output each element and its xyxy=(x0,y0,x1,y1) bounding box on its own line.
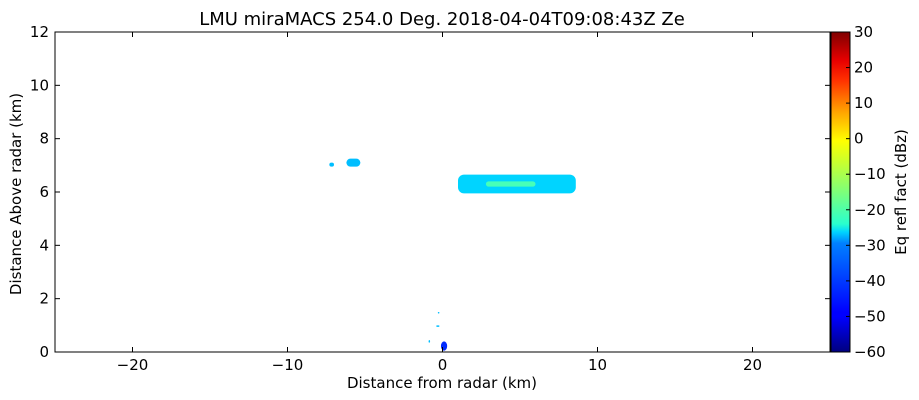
y-tick-label: 2 xyxy=(39,290,49,308)
y-tick-label: 8 xyxy=(39,130,49,148)
colorbar-tick-label: −40 xyxy=(854,272,886,290)
y-axis-ticks: 0 2 4 6 8 10 12 xyxy=(30,23,830,361)
y-tick-label: 6 xyxy=(39,183,49,201)
y-tick-label: 0 xyxy=(39,343,49,361)
echo-region xyxy=(485,181,536,187)
x-tick-label: −20 xyxy=(117,356,149,374)
colorbar-tick-label: 0 xyxy=(854,130,864,148)
plot-frame xyxy=(54,31,831,353)
echo-layer xyxy=(329,158,576,351)
y-tick-label: 12 xyxy=(30,23,49,41)
x-axis-ticks: −20 −10 0 10 20 xyxy=(117,32,762,374)
x-tick-label: −10 xyxy=(272,356,304,374)
echo-region xyxy=(428,340,431,343)
y-tick-label: 4 xyxy=(39,236,49,254)
x-tick-label: 0 xyxy=(438,356,448,374)
colorbar-tick-label: −60 xyxy=(854,343,886,361)
x-tick-label: 20 xyxy=(743,356,762,374)
colorbar-tick-label: −20 xyxy=(854,201,886,219)
echo-region xyxy=(436,325,440,327)
colorbar-tick-label: −30 xyxy=(854,236,886,254)
x-tick-label: 10 xyxy=(588,356,607,374)
y-axis-label: Distance Above radar (km) xyxy=(7,93,25,295)
colorbar-tick-label: −50 xyxy=(854,307,886,325)
plot-area: −20 −10 0 10 20 0 2 4 6 8 10 12 xyxy=(30,23,831,374)
echo-region xyxy=(346,158,361,167)
colorbar-label: Eq refl fact (dBz) xyxy=(892,129,910,255)
colorbar-tick-label: −10 xyxy=(854,165,886,183)
echo-region xyxy=(440,341,448,351)
y-tick-label: 10 xyxy=(30,76,49,94)
colorbar-tick-label: 10 xyxy=(854,94,873,112)
colorbar-ticks: 30 20 10 0 −10 −20 −30 −40 −50 −60 xyxy=(846,23,886,361)
colorbar: 30 20 10 0 −10 −20 −30 −40 −50 −60 xyxy=(830,23,886,361)
colorbar-tick-label: 20 xyxy=(854,59,873,77)
colorbar-tick-label: 30 xyxy=(854,23,873,41)
colorbar-gradient xyxy=(830,31,851,353)
chart-title: LMU miraMACS 254.0 Deg. 2018-04-04T09:08… xyxy=(199,9,685,30)
echo-region xyxy=(329,162,334,167)
x-axis-label: Distance from radar (km) xyxy=(347,374,537,392)
echo-region xyxy=(437,312,440,314)
